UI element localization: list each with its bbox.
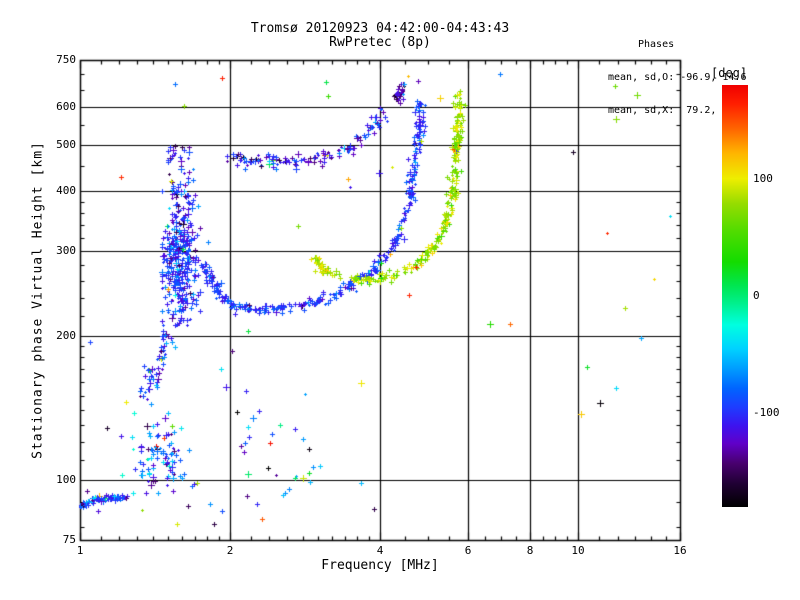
colorbar-gradient	[722, 85, 748, 507]
colorbar-tick-label: 0	[753, 289, 760, 302]
stats-o-mode-line: mean, sd,O: -96.9, 14.6	[608, 72, 747, 83]
colorbar-tick-label: 100	[753, 172, 773, 185]
colorbar-tick-label: -100	[753, 406, 780, 419]
y-tick-label: 75	[62, 533, 76, 546]
y-tick-label: 200	[56, 329, 76, 342]
x-tick-label: 4	[376, 544, 384, 557]
y-tick-label: 600	[56, 100, 76, 113]
stats-header: Phases	[638, 39, 675, 50]
y-tick-label: 400	[56, 184, 76, 197]
y-tick-label: 500	[56, 138, 76, 151]
x-tick-label: 8	[526, 544, 534, 557]
x-tick-label: 1	[76, 544, 84, 557]
page-subtitle: RwPretec (8p)	[329, 35, 431, 50]
y-tick-label: 300	[56, 244, 76, 257]
x-tick-label: 6	[464, 544, 472, 557]
x-tick-label: 10	[571, 544, 585, 557]
x-axis-label: Frequency [MHz]	[321, 558, 439, 573]
colorbar-unit-label: [deg]	[711, 66, 748, 80]
y-tick-label: 750	[56, 53, 76, 66]
x-tick-label: 16	[673, 544, 687, 557]
y-tick-label: 100	[56, 473, 76, 486]
page-title: Tromsø 20120923 04:42:00-04:43:43	[250, 21, 510, 36]
x-tick-label: 2	[226, 544, 234, 557]
